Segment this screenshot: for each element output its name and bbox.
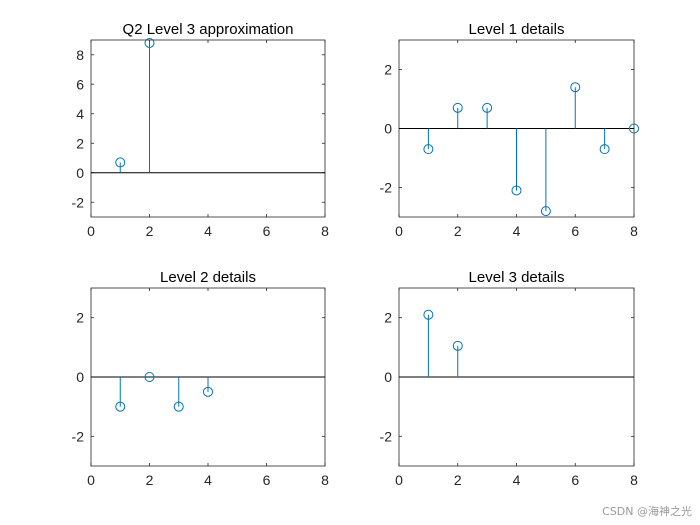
stem-marker <box>115 401 126 412</box>
y-tick-label: 8 <box>76 47 84 63</box>
stem-marker <box>452 102 463 113</box>
stem-marker <box>540 206 551 217</box>
stem-marker <box>423 309 434 320</box>
x-tick-label: 0 <box>395 472 403 488</box>
x-tick-label: 2 <box>454 472 462 488</box>
y-tick-label: 0 <box>384 369 392 385</box>
axes-box <box>90 39 326 218</box>
stem-marker <box>203 386 213 397</box>
x-tick-label: 0 <box>87 472 95 488</box>
x-tick-label: 6 <box>571 472 579 488</box>
subplot-4: 0 2 4 6 8 -2 0 2 Level 3 details <box>380 269 639 488</box>
stem-marker <box>629 123 639 134</box>
stem-marker <box>599 144 610 155</box>
x-tick-label: 2 <box>146 472 154 488</box>
y-tick-label: 0 <box>384 121 392 137</box>
subplot-2: 0 2 4 6 8 -2 0 2 Level 1 details <box>380 21 639 239</box>
x-tick-label: 8 <box>630 472 638 488</box>
stem-marker <box>144 37 155 48</box>
x-tick-label: 8 <box>321 472 329 488</box>
subplot-title: Level 1 details <box>469 21 565 38</box>
stem-marker <box>452 340 463 351</box>
x-tick-label: 8 <box>321 223 329 239</box>
x-tick-label: 4 <box>204 223 212 239</box>
y-tick-label: 0 <box>76 165 84 181</box>
y-tick-label: 2 <box>384 62 392 78</box>
stem-marker <box>423 144 434 155</box>
x-tick-label: 4 <box>513 472 521 488</box>
x-tick-label: 4 <box>204 472 212 488</box>
stem-marker <box>482 102 493 113</box>
x-tick-label: 4 <box>513 223 521 239</box>
watermark: CSDN @海神之光 <box>602 505 692 518</box>
x-tick-label: 6 <box>571 223 579 239</box>
y-tick-label: 0 <box>76 369 84 385</box>
x-tick-label: 6 <box>263 223 271 239</box>
subplot-title: Level 3 details <box>469 269 565 286</box>
y-tick-label: 2 <box>76 310 84 326</box>
y-tick-label: 2 <box>76 135 84 151</box>
y-tick-label: -2 <box>380 180 393 196</box>
y-tick-label: -2 <box>380 428 393 444</box>
x-tick-label: 6 <box>263 472 271 488</box>
x-tick-label: 8 <box>630 223 638 239</box>
x-tick-label: 2 <box>146 223 154 239</box>
subplot-title: Level 2 details <box>160 269 256 286</box>
stem-marker <box>511 185 522 196</box>
stem-marker <box>144 372 155 382</box>
y-tick-label: -2 <box>72 194 85 210</box>
x-tick-label: 0 <box>87 223 95 239</box>
y-tick-label: 6 <box>76 76 84 92</box>
x-tick-label: 2 <box>454 223 462 239</box>
subplot-title: Q2 Level 3 approximation <box>123 21 294 38</box>
stem-marker <box>173 401 184 412</box>
y-tick-label: 2 <box>384 310 392 326</box>
stem-marker <box>570 82 581 93</box>
y-tick-label: -2 <box>72 428 85 444</box>
y-tick-label: 4 <box>76 106 84 122</box>
x-tick-label: 0 <box>395 223 403 239</box>
subplot-3: 0 2 4 6 8 -2 0 2 Level 2 details <box>72 269 330 488</box>
stem-marker <box>115 157 126 168</box>
